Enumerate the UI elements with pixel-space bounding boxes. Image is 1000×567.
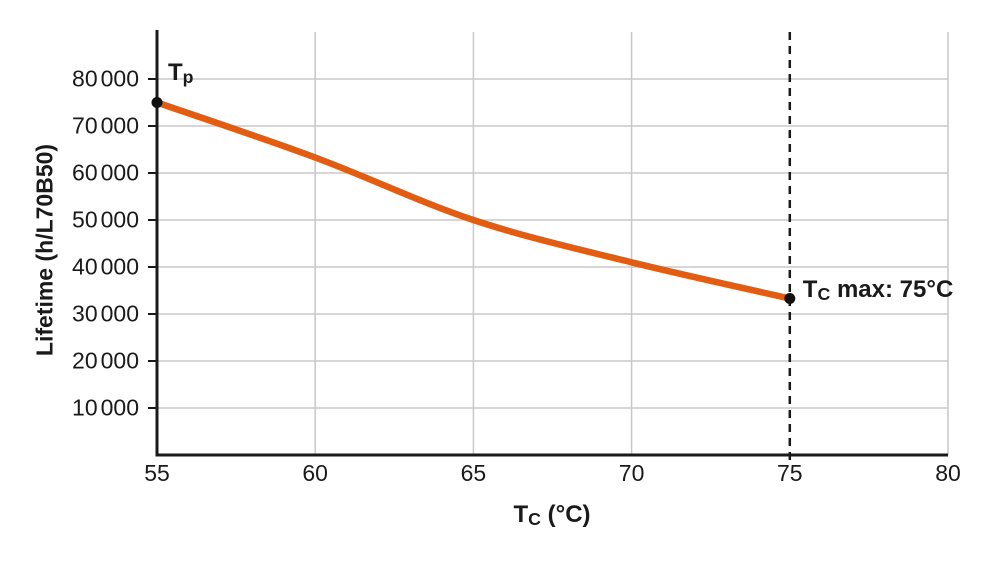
data-point-marker (151, 97, 163, 108)
lifetime-curve (153, 99, 794, 302)
data-point-marker (784, 292, 796, 304)
